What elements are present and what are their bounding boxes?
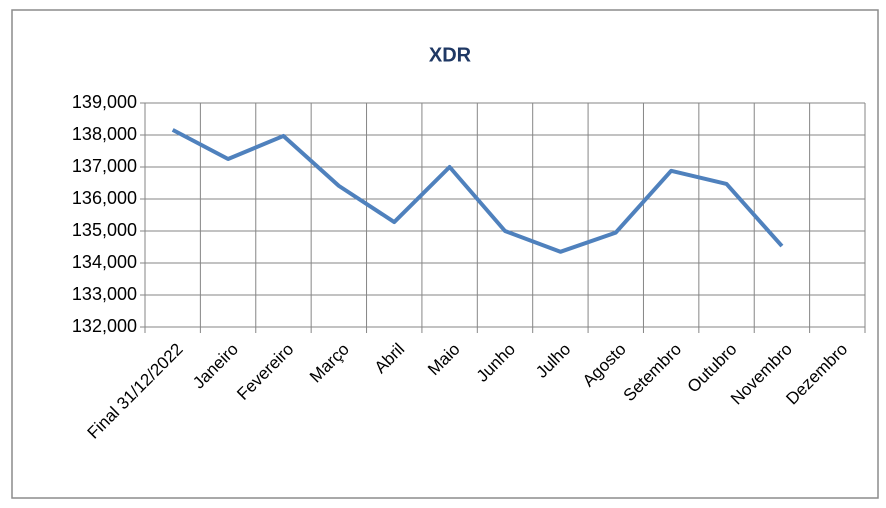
y-tick-label: 132,000 bbox=[72, 316, 137, 336]
y-tick-label: 133,000 bbox=[72, 284, 137, 304]
y-tick-label: 135,000 bbox=[72, 220, 137, 240]
y-tick-label: 139,000 bbox=[72, 92, 137, 112]
chart-title: XDR bbox=[429, 44, 472, 66]
y-tick-label: 138,000 bbox=[72, 124, 137, 144]
y-tick-label: 136,000 bbox=[72, 188, 137, 208]
y-tick-label: 137,000 bbox=[72, 156, 137, 176]
chart-border bbox=[11, 9, 879, 499]
y-tick-label: 134,000 bbox=[72, 252, 137, 272]
data-line bbox=[171, 128, 784, 254]
